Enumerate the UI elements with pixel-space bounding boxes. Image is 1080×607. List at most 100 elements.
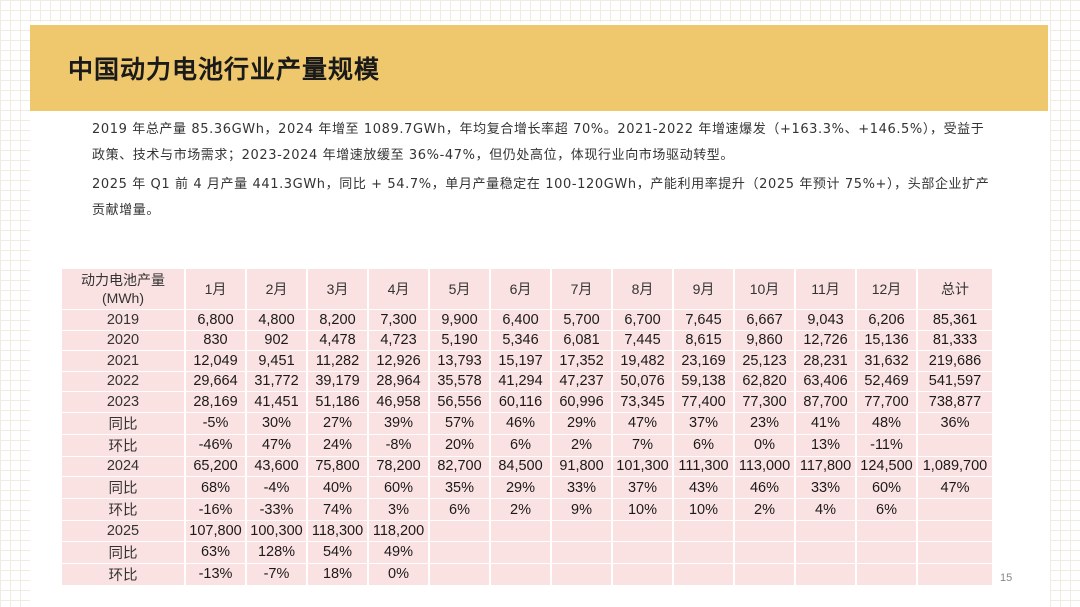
table-cell: 35% bbox=[430, 477, 489, 498]
table-cell: 35,578 bbox=[430, 371, 489, 391]
table-cell: 12,926 bbox=[369, 351, 428, 371]
table-cell: 6% bbox=[674, 434, 733, 456]
table-row: 2024 65,200 43,600 75,800 78,200 82,700 84,500… bbox=[62, 456, 992, 476]
table-cell bbox=[674, 521, 733, 541]
row-label: 2023 bbox=[62, 392, 184, 412]
header-cell: 11月 bbox=[796, 269, 855, 309]
table-cell bbox=[918, 434, 992, 456]
table-cell: 111,300 bbox=[674, 456, 733, 476]
table-cell: 124,500 bbox=[857, 456, 916, 476]
table-cell: 63% bbox=[186, 541, 245, 563]
table-cell: 107,800 bbox=[186, 521, 245, 541]
table-row: 2025 107,800 100,300 118,300 118,200 bbox=[62, 521, 992, 541]
row-label: 环比 bbox=[62, 499, 184, 520]
table-cell: 219,686 bbox=[918, 351, 992, 371]
table-cell: 8,200 bbox=[308, 310, 367, 330]
table-row: 2022 29,664 31,772 39,179 28,964 35,578 41,294… bbox=[62, 371, 992, 391]
table-cell: 29,664 bbox=[186, 371, 245, 391]
table-cell: 31,632 bbox=[857, 351, 916, 371]
table-cell: 25,123 bbox=[735, 351, 794, 371]
table-cell: 77,300 bbox=[735, 392, 794, 412]
table-cell: 6,206 bbox=[857, 310, 916, 330]
table-cell bbox=[918, 541, 992, 563]
table-row: 2021 12,049 9,451 11,282 12,926 13,793 15,197 1… bbox=[62, 351, 992, 371]
table-cell: 100,300 bbox=[247, 521, 306, 541]
table-cell: 128% bbox=[247, 541, 306, 563]
table-cell: 43,600 bbox=[247, 456, 306, 476]
table-cell: 46% bbox=[491, 412, 550, 434]
table-cell: 9,900 bbox=[430, 310, 489, 330]
table-row: 2020 830 902 4,478 4,723 5,190 5,346 6,081 7,445… bbox=[62, 330, 992, 350]
table-cell: -5% bbox=[186, 412, 245, 434]
table-cell: 77,400 bbox=[674, 392, 733, 412]
table-cell: 830 bbox=[186, 330, 245, 350]
table-cell: 13% bbox=[796, 434, 855, 456]
table-cell bbox=[430, 563, 489, 585]
table-cell: 117,800 bbox=[796, 456, 855, 476]
table-cell: 23% bbox=[735, 412, 794, 434]
header-cell: 1月 bbox=[186, 269, 245, 309]
table-cell bbox=[613, 541, 672, 563]
table-cell bbox=[613, 521, 672, 541]
table-cell: 39,179 bbox=[308, 371, 367, 391]
table-row: 同比 68% -4% 40% 60% 35% 29% 33% 37% 43% 46% 33% 60% 47… bbox=[62, 477, 992, 498]
table-cell: 60% bbox=[369, 477, 428, 498]
row-label: 2022 bbox=[62, 371, 184, 391]
table-cell: 60,116 bbox=[491, 392, 550, 412]
row-label: 2024 bbox=[62, 456, 184, 476]
table-cell bbox=[552, 541, 611, 563]
table-cell: 11,282 bbox=[308, 351, 367, 371]
table-cell: 9,451 bbox=[247, 351, 306, 371]
table-cell: 6,081 bbox=[552, 330, 611, 350]
table-cell: 7,445 bbox=[613, 330, 672, 350]
table-cell: 9,860 bbox=[735, 330, 794, 350]
table-cell: 6,800 bbox=[186, 310, 245, 330]
table-cell: 4,800 bbox=[247, 310, 306, 330]
table-cell: 8,615 bbox=[674, 330, 733, 350]
table-cell bbox=[491, 521, 550, 541]
row-label: 2021 bbox=[62, 351, 184, 371]
table-cell: -16% bbox=[186, 499, 245, 520]
table-cell: 36% bbox=[918, 412, 992, 434]
table-cell: 24% bbox=[308, 434, 367, 456]
table-cell: 28,231 bbox=[796, 351, 855, 371]
table-cell: 7% bbox=[613, 434, 672, 456]
table-cell: 50,076 bbox=[613, 371, 672, 391]
table-cell: 6% bbox=[857, 499, 916, 520]
table-cell: 15,197 bbox=[491, 351, 550, 371]
row-label: 环比 bbox=[62, 434, 184, 456]
table-row: 环比 -13% -7% 18% 0% bbox=[62, 563, 992, 585]
table-cell: 6,400 bbox=[491, 310, 550, 330]
header-cell: 6月 bbox=[491, 269, 550, 309]
table-cell bbox=[735, 541, 794, 563]
table-cell bbox=[735, 521, 794, 541]
table-cell: 28,169 bbox=[186, 392, 245, 412]
table-cell: 47% bbox=[613, 412, 672, 434]
table-cell bbox=[430, 541, 489, 563]
header-cell-total: 总计 bbox=[918, 269, 992, 309]
table-cell: 541,597 bbox=[918, 371, 992, 391]
table-cell: 74% bbox=[308, 499, 367, 520]
table-cell: 43% bbox=[674, 477, 733, 498]
table-row: 环比 -46% 47% 24% -8% 20% 6% 2% 7% 6% 0% 13% -11% bbox=[62, 434, 992, 456]
table-cell: 40% bbox=[308, 477, 367, 498]
table-cell: 5,190 bbox=[430, 330, 489, 350]
table-cell: 4,478 bbox=[308, 330, 367, 350]
table-cell: 29% bbox=[552, 412, 611, 434]
table-cell: -7% bbox=[247, 563, 306, 585]
table-cell: 46% bbox=[735, 477, 794, 498]
table-cell: 3% bbox=[369, 499, 428, 520]
table-cell: 7,300 bbox=[369, 310, 428, 330]
table-cell: 2% bbox=[735, 499, 794, 520]
table-cell: 56,556 bbox=[430, 392, 489, 412]
table-row: 2023 28,169 41,451 51,186 46,958 56,556 60,116… bbox=[62, 392, 992, 412]
table-cell bbox=[918, 563, 992, 585]
table-cell: 48% bbox=[857, 412, 916, 434]
row-label: 同比 bbox=[62, 477, 184, 498]
table-cell: 39% bbox=[369, 412, 428, 434]
table-cell: 6% bbox=[430, 499, 489, 520]
production-table: 动力电池产量(MWh) 1月 2月 3月 4月 5月 6月 7月 8月 9月 1… bbox=[60, 268, 994, 586]
table-cell bbox=[491, 563, 550, 585]
table-cell: 10% bbox=[674, 499, 733, 520]
table-cell: 54% bbox=[308, 541, 367, 563]
